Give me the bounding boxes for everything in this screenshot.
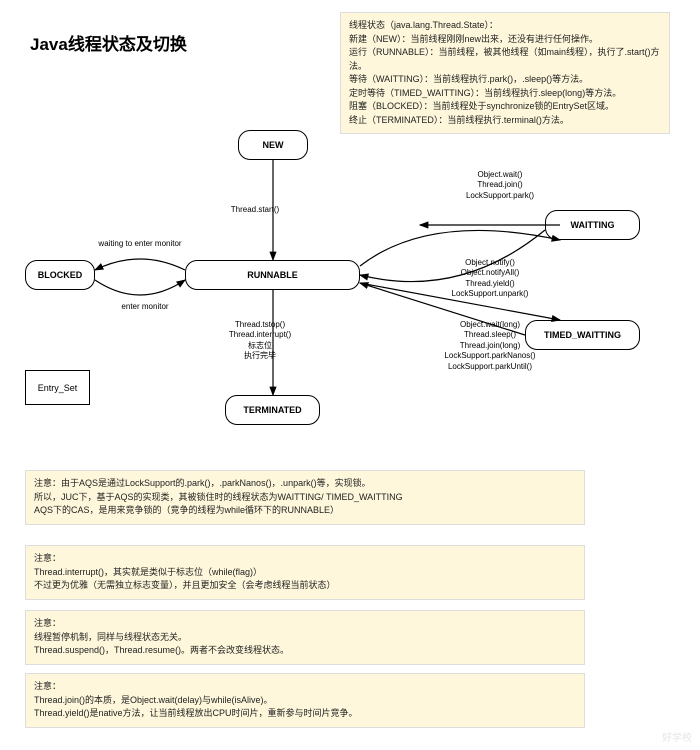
bottom-note-0: 注意：由于AQS是通过LockSupport的.park()，.parkNano…: [25, 470, 585, 525]
page-title: Java线程状态及切换: [30, 30, 187, 55]
edge-label-wait_monitor: waiting to enter monitor: [80, 239, 200, 249]
node-runnable: RUNNABLE: [185, 260, 360, 290]
node-terminated: TERMINATED: [225, 395, 320, 425]
node-blocked: BLOCKED: [25, 260, 95, 290]
edge-label-to_timed: Object.wait(long)Thread.sleep()Thread.jo…: [420, 320, 560, 372]
node-new: NEW: [238, 130, 308, 160]
state-legend-note: 线程状态（java.lang.Thread.State）：新建（NEW）：当前线…: [340, 12, 670, 134]
watermark: 好学校: [662, 729, 692, 744]
edge-label-enter_monitor: enter monitor: [105, 302, 185, 312]
edge-label-from_waiting: Object.notify()Object.notifyAll()Thread.…: [430, 258, 550, 300]
bottom-note-3: 注意：Thread.join()的本质，是Object.wait(delay)与…: [25, 673, 585, 728]
edge-label-to_term: Thread.tstop()Thread.interrupt()标志位执行完毕: [210, 320, 310, 362]
node-waiting: WAITTING: [545, 210, 640, 240]
edge-label-start: Thread.start(): [210, 205, 300, 215]
bottom-note-2: 注意：线程暂停机制，同样与线程状态无关。Thread.suspend()，Thr…: [25, 610, 585, 665]
edge-label-to_waiting: Object.wait()Thread.join()LockSupport.pa…: [440, 170, 560, 201]
bottom-note-1: 注意：Thread.interrupt()，其实就是类似于标志位（while(f…: [25, 545, 585, 600]
node-entry-set: Entry_Set: [25, 370, 90, 405]
